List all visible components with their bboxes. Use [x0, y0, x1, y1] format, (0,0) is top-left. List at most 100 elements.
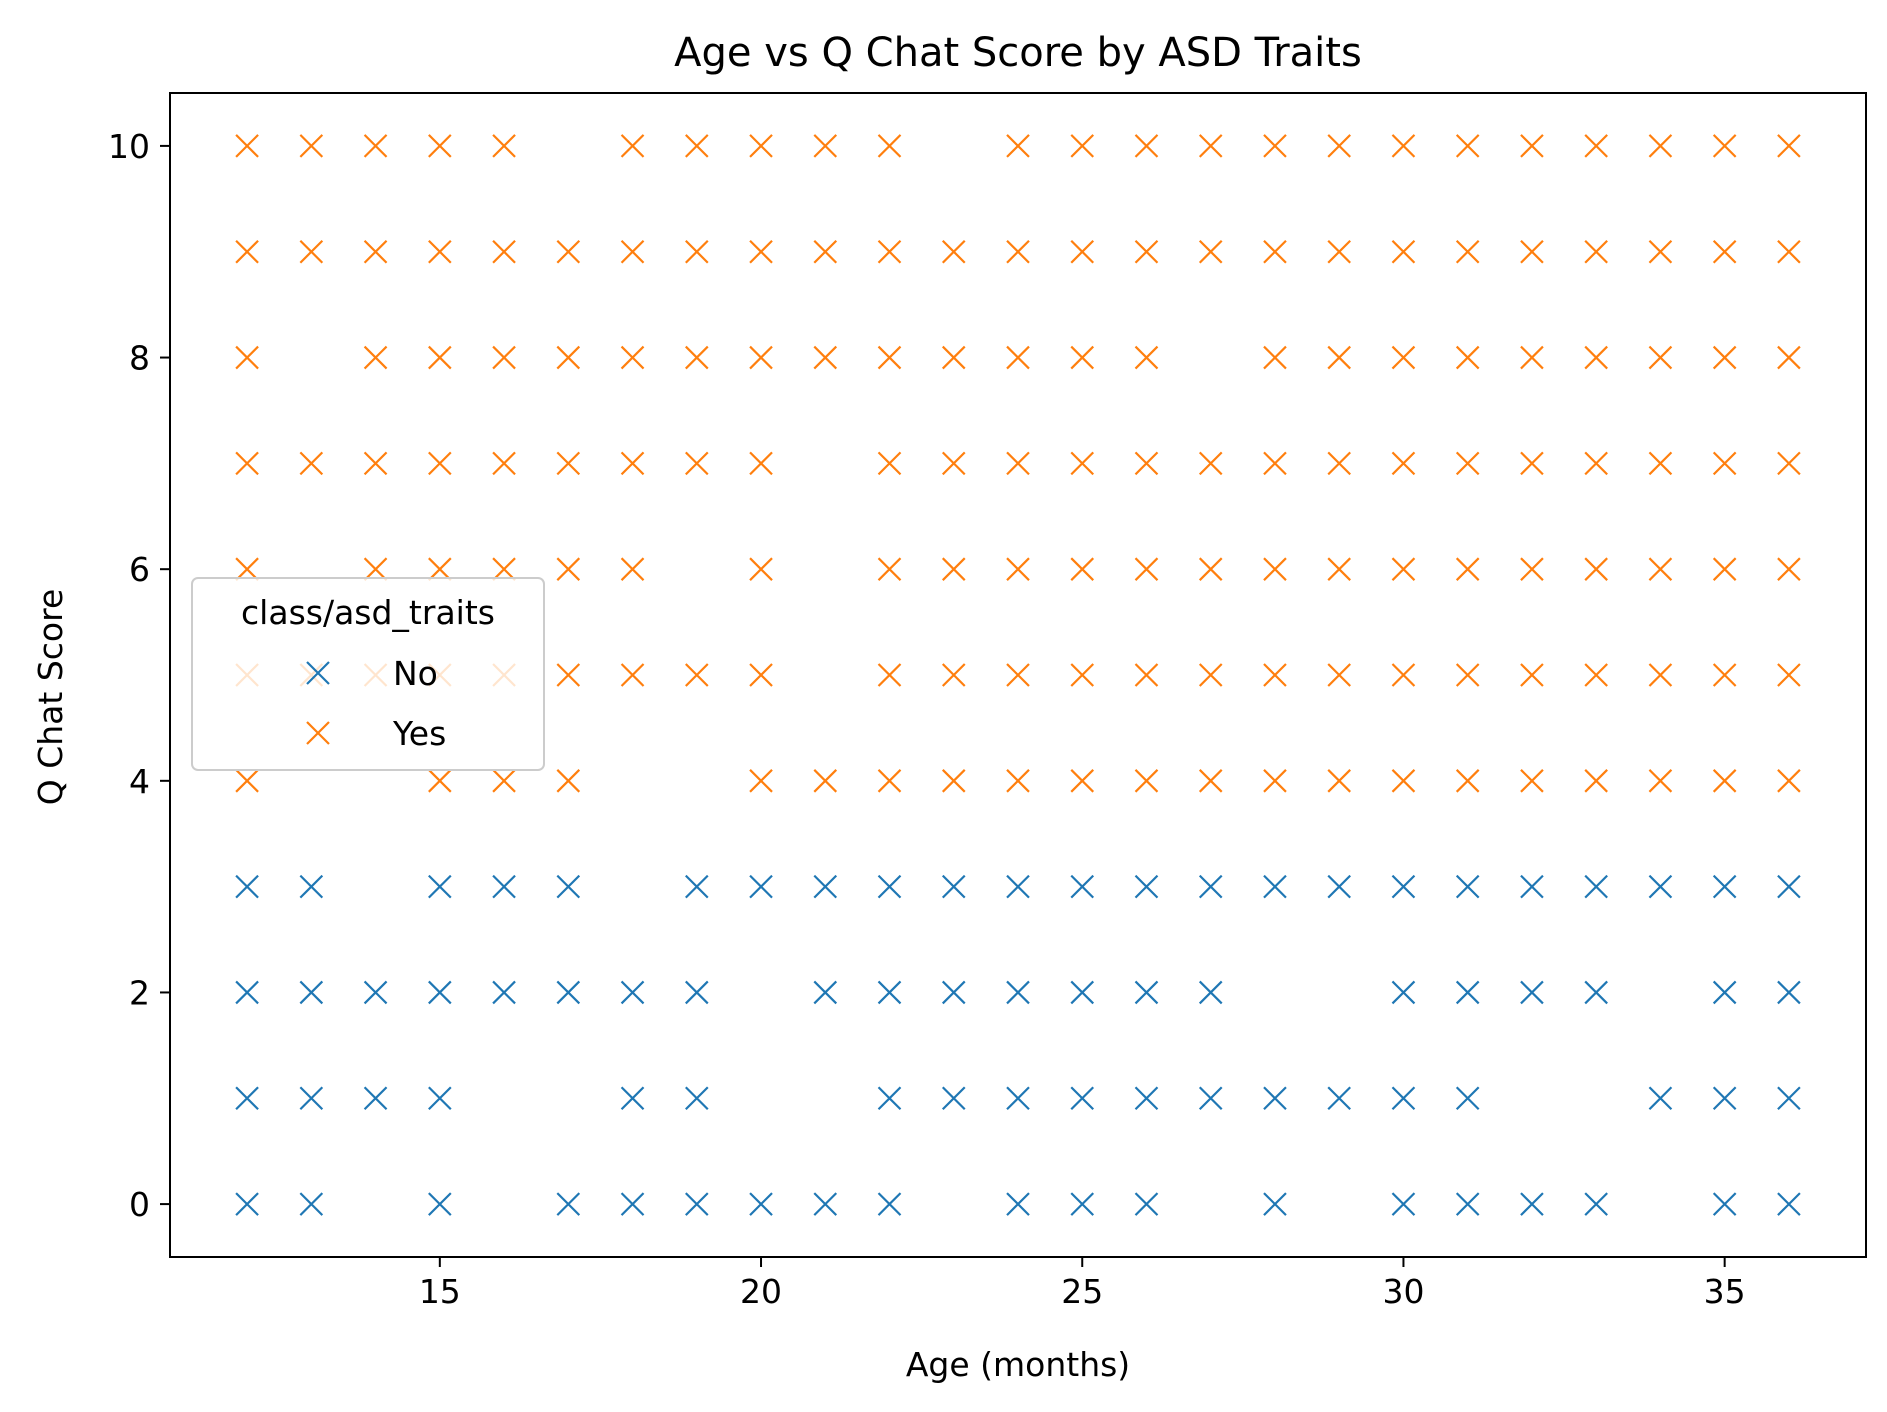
marker-no-24-2 [1006, 980, 1030, 1005]
y-tick-label-10: 10 [108, 127, 150, 166]
marker-yes-34-7 [1648, 451, 1673, 476]
marker-yes-36-4 [1777, 769, 1801, 793]
plot-marks [235, 134, 1801, 1216]
marker-yes-26-8 [1134, 345, 1159, 370]
plot-frame [169, 92, 1867, 1258]
marker-yes-34-8 [1648, 345, 1673, 370]
marker-yes-24-4 [1006, 769, 1030, 793]
legend-entries: No Yes [306, 654, 446, 753]
legend-marker-yes [306, 721, 330, 745]
marker-yes-28-7 [1263, 451, 1287, 476]
marker-yes-22-5 [877, 663, 902, 687]
marker-yes-27-5 [1198, 663, 1223, 687]
marker-yes-16-8 [492, 345, 516, 370]
marker-yes-36-7 [1777, 451, 1801, 476]
marker-yes-36-9 [1777, 239, 1801, 264]
marker-yes-27-6 [1198, 557, 1223, 581]
marker-no-24-0 [1006, 1192, 1030, 1216]
marker-yes-17-5 [556, 663, 581, 687]
marker-no-15-0 [428, 1192, 452, 1216]
marker-yes-23-7 [941, 451, 966, 476]
marker-no-15-3 [428, 874, 452, 899]
marker-yes-29-8 [1327, 345, 1351, 370]
marker-no-19-1 [685, 1086, 709, 1111]
marker-yes-24-5 [1006, 663, 1030, 687]
marker-yes-12-9 [235, 239, 259, 264]
marker-no-36-0 [1777, 1192, 1801, 1216]
marker-yes-13-9 [299, 239, 324, 264]
marker-no-33-2 [1584, 980, 1608, 1005]
marker-yes-28-8 [1263, 345, 1287, 370]
marker-yes-32-5 [1520, 663, 1544, 687]
marker-yes-34-9 [1648, 239, 1673, 264]
marker-yes-29-10 [1327, 134, 1351, 158]
marker-yes-19-7 [685, 451, 709, 476]
marker-yes-14-7 [363, 451, 388, 476]
marker-yes-13-10 [299, 134, 324, 158]
marker-no-19-0 [685, 1192, 709, 1216]
marker-yes-30-6 [1391, 557, 1416, 581]
marker-no-35-0 [1712, 1192, 1737, 1216]
marker-yes-16-6 [492, 557, 516, 581]
marker-yes-26-5 [1134, 663, 1159, 687]
marker-no-32-2 [1520, 980, 1544, 1005]
legend-label-yes: Yes [392, 714, 446, 753]
marker-yes-28-10 [1263, 134, 1287, 158]
marker-no-26-3 [1134, 874, 1159, 899]
marker-yes-35-9 [1712, 239, 1737, 264]
marker-yes-16-9 [492, 239, 516, 264]
marker-yes-34-10 [1648, 134, 1673, 158]
marker-no-35-2 [1712, 980, 1737, 1005]
marker-no-34-3 [1648, 874, 1673, 899]
marker-yes-29-4 [1327, 769, 1351, 793]
marker-yes-25-6 [1070, 557, 1095, 581]
marker-no-19-3 [685, 874, 709, 899]
marker-no-23-3 [941, 874, 966, 899]
marker-yes-17-9 [556, 239, 581, 264]
marker-yes-18-10 [620, 134, 645, 158]
marker-no-24-3 [1006, 874, 1030, 899]
marker-no-30-0 [1391, 1192, 1416, 1216]
marker-yes-30-4 [1391, 769, 1416, 793]
marker-yes-28-9 [1263, 239, 1287, 264]
marker-yes-33-8 [1584, 345, 1608, 370]
marker-yes-16-4 [492, 769, 516, 793]
marker-yes-25-8 [1070, 345, 1095, 370]
marker-yes-29-6 [1327, 557, 1351, 581]
x-tick-label-15: 15 [419, 1272, 461, 1311]
marker-yes-35-5 [1712, 663, 1737, 687]
legend-box [191, 577, 545, 771]
marker-yes-30-5 [1391, 663, 1416, 687]
marker-no-28-3 [1263, 874, 1287, 899]
marker-no-20-0 [749, 1192, 773, 1216]
x-tick-label-25: 25 [1061, 1272, 1103, 1311]
marker-no-16-3 [492, 874, 516, 899]
marker-yes-34-6 [1648, 557, 1673, 581]
marker-no-27-3 [1198, 874, 1223, 899]
marker-no-12-3 [235, 874, 259, 899]
marker-yes-31-9 [1455, 239, 1480, 264]
marker-yes-15-8 [428, 345, 452, 370]
marker-no-26-0 [1134, 1192, 1159, 1216]
marker-no-15-1 [428, 1086, 452, 1111]
marker-yes-14-6 [363, 557, 388, 581]
marker-yes-35-4 [1712, 769, 1737, 793]
legend-title: class/asd_traits [241, 593, 495, 632]
marker-no-35-1 [1712, 1086, 1737, 1111]
marker-yes-31-4 [1455, 769, 1480, 793]
marker-no-21-0 [813, 1192, 838, 1216]
marker-no-16-2 [492, 980, 516, 1005]
marker-yes-23-6 [941, 557, 966, 581]
marker-no-31-0 [1455, 1192, 1480, 1216]
marker-no-25-2 [1070, 980, 1095, 1005]
marker-yes-27-4 [1198, 769, 1223, 793]
marker-yes-20-8 [749, 345, 773, 370]
x-axis-label: Age (months) [906, 1345, 1130, 1384]
marker-yes-23-5 [941, 663, 966, 687]
marker-yes-15-6 [428, 557, 452, 581]
chart-title: Age vs Q Chat Score by ASD Traits [674, 30, 1362, 76]
marker-no-32-3 [1520, 874, 1544, 899]
marker-no-26-1 [1134, 1086, 1159, 1111]
marker-yes-19-8 [685, 345, 709, 370]
marker-yes-35-10 [1712, 134, 1737, 158]
